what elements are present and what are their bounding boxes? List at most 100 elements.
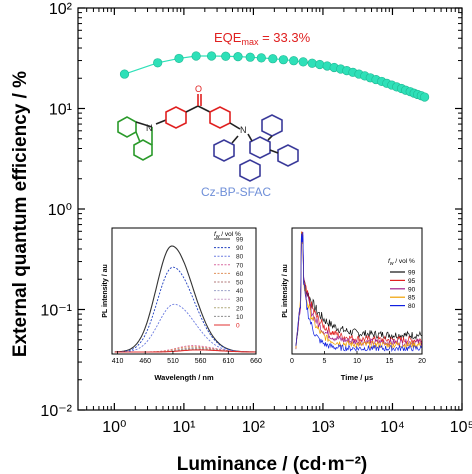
inset1-curve-90 (114, 266, 256, 353)
molecule-label: Cz-BP-SFAC (201, 185, 271, 199)
y-axis-title: External quantum efficiency / % (10, 71, 31, 357)
eqe-point (221, 51, 231, 61)
eqe-max-annotation: EQEmax = 33.3% (214, 30, 311, 47)
eqe-point (315, 59, 325, 70)
inset2-legend-label: 85 (408, 295, 416, 302)
eqe-point (245, 52, 255, 62)
eqe-point (256, 53, 266, 63)
inset2-ticks: 0 5 10 15 20 (290, 351, 426, 365)
inset2-curve-90 (295, 234, 422, 350)
inset1-legend-label: 30 (236, 297, 244, 304)
eqe-prefix: EQE (214, 30, 242, 45)
inset2-legend-label: 90 (408, 286, 416, 293)
x-tick-label: 10⁵ (450, 419, 472, 436)
inset2-x-tick-label: 10 (353, 358, 361, 365)
inset2-curves (295, 231, 422, 353)
inset-pl-decay: 0 5 10 15 20 Time / μs PL intensity / au fw … (282, 227, 426, 382)
carbonyl-o-atom: O (195, 84, 202, 94)
acridine-n-atom: N (240, 125, 247, 135)
inset1-curve-70 (114, 345, 256, 353)
inset1-legend-label: 40 (236, 288, 244, 295)
inset1-curve-0 (114, 349, 256, 353)
inset2-legend-title-rest: / vol % (393, 258, 415, 265)
inset1-curves (114, 245, 256, 353)
inset1-legend-label: 70 (236, 262, 244, 269)
inset1-legend-label: 90 (236, 245, 244, 252)
eqe-point (174, 53, 184, 64)
eqe-point (191, 51, 201, 61)
eqe-subscript: max (241, 37, 259, 47)
inset1-legend-title-sub: w (216, 234, 220, 240)
inset1-legend-title-rest: / vol % (219, 231, 241, 238)
x-tick-label: 10² (242, 419, 266, 436)
inset2-legend-label: 95 (408, 278, 416, 285)
inset1-x-tick-label: 610 (222, 358, 234, 365)
inset1-legend-label: 10 (236, 314, 244, 321)
x-tick-label: 10³ (311, 419, 335, 436)
inset2-x-tick-label: 20 (418, 358, 426, 365)
inset2-legend-label: 80 (408, 303, 416, 310)
inset1-x-tick-label: 660 (250, 358, 262, 365)
y-tick-label: 10⁰ (48, 202, 72, 219)
eqe-point (298, 57, 308, 67)
molecule-structure: N O N (117, 84, 299, 182)
inset1-x-tick-label: 410 (112, 358, 124, 365)
inset-pl-spectra: 410 460 510 560 610 660 Wavelength / nm PL in… (102, 227, 262, 382)
inset1-legend-label: 99 (236, 237, 244, 244)
eqe-point (307, 58, 317, 68)
inset1-legend-label: 50 (236, 280, 244, 287)
inset1-x-tick-label: 560 (195, 358, 207, 365)
inset2-x-tick-label: 5 (323, 358, 327, 365)
y-tick-label: 10⁻² (40, 403, 72, 420)
eqe-point (420, 92, 430, 102)
eqe-point (268, 54, 278, 64)
inset1-legend-label: 0 (236, 323, 240, 330)
inset2-legend-title: fw / vol % (388, 258, 415, 267)
x-tick-label: 10¹ (172, 419, 195, 436)
main-axis-ticks: 10⁰ 10¹ 10² 10³ 10⁴ 10⁵ 10⁻² 10⁻¹ 10⁰ 10¹ 10² (40, 1, 472, 436)
eqe-point (278, 55, 289, 65)
inset2-y-label: PL intensity / au (282, 264, 289, 318)
inset1-y-label: PL intensity / au (102, 264, 109, 318)
inset2-curve-80 (295, 231, 422, 353)
inset2-legend-label: 99 (408, 270, 416, 277)
x-tick-label: 10⁴ (380, 419, 405, 436)
inset2-curve-85 (295, 231, 422, 350)
eqe-point (119, 69, 130, 79)
y-tick-label: 10¹ (49, 102, 72, 119)
inset1-x-label: Wavelength / nm (154, 373, 214, 382)
eqe-point (289, 56, 299, 66)
eqe-point (233, 52, 243, 62)
inset1-legend-label: 20 (236, 305, 244, 312)
inset2-x-tick-label: 0 (290, 358, 294, 365)
inset1-x-tick-label: 460 (139, 358, 151, 365)
inset1-frame (111, 227, 257, 355)
y-tick-label: 10² (49, 1, 73, 18)
inset2-curve-99 (295, 231, 422, 347)
y-tick-label: 10⁻¹ (40, 303, 72, 320)
eqe-suffix: = 33.3% (258, 30, 310, 45)
inset2-x-label: Time / μs (341, 373, 373, 382)
inset1-x-tick-label: 510 (167, 358, 179, 365)
inset2-curve-95 (295, 231, 422, 349)
eqe-point (206, 51, 217, 61)
eqe-point (153, 58, 163, 68)
inset1-curve-20 (114, 348, 256, 353)
inset1-curve-40 (114, 347, 256, 353)
x-axis-title: Luminance / (cd·m⁻²) (177, 454, 368, 474)
inset1-legend-label: 80 (236, 254, 244, 261)
inset1-curve-60 (114, 346, 256, 353)
inset2-legend-title-main: f (388, 258, 391, 265)
eqe-series (119, 51, 430, 102)
x-tick-label: 10⁰ (102, 419, 126, 436)
inset2-legend-title-sub: w (390, 261, 394, 267)
inset1-legend-title: fw / vol % (214, 231, 241, 240)
carbazole-n-atom: N (146, 123, 153, 133)
inset1-legend-title-main: f (214, 231, 217, 238)
inset1-legend-label: 60 (236, 271, 244, 278)
inset2-x-tick-label: 15 (386, 358, 394, 365)
inset1-ticks: 410 460 510 560 610 660 (112, 351, 262, 365)
